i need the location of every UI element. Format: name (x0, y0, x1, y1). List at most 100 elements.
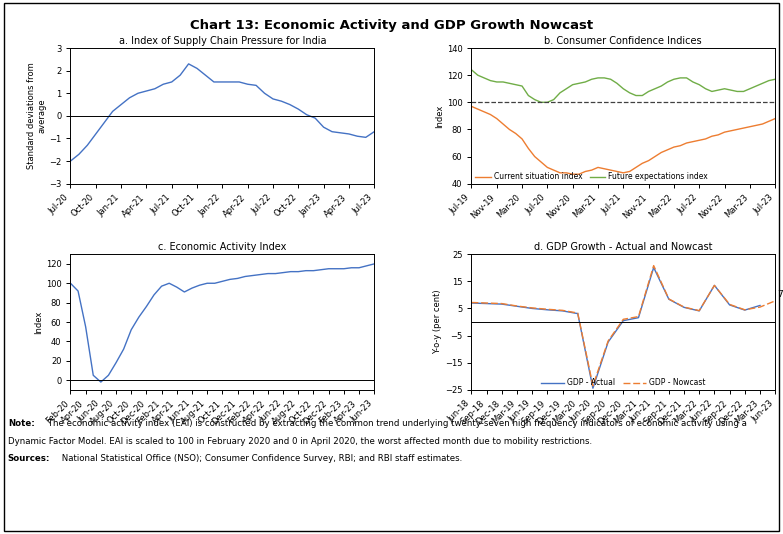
Future expectations index (511, 82, 521, 88)
Future expectations index (505, 80, 514, 87)
Future expectations index (764, 77, 774, 84)
Current situation index (682, 140, 691, 146)
GDP - Nowcast (649, 262, 659, 269)
GDP - Actual (588, 385, 597, 391)
GDP - Nowcast (756, 304, 765, 310)
Current situation index (511, 130, 521, 137)
GDP - Nowcast (512, 303, 521, 309)
Future expectations index (606, 76, 615, 82)
Future expectations index (518, 83, 527, 89)
Text: Note:: Note: (8, 419, 34, 428)
Line: Current situation index: Current situation index (471, 106, 775, 174)
Current situation index (574, 171, 583, 177)
GDP - Actual (633, 315, 643, 321)
Current situation index (644, 158, 653, 164)
Future expectations index (600, 75, 609, 81)
Current situation index (720, 129, 729, 135)
Title: c. Economic Activity Index: c. Economic Activity Index (158, 242, 287, 252)
GDP - Actual (573, 310, 583, 317)
Future expectations index (745, 85, 755, 92)
GDP - Nowcast (604, 338, 613, 344)
Y-axis label: Index: Index (435, 104, 444, 128)
Line: GDP - Nowcast: GDP - Nowcast (471, 265, 775, 386)
Current situation index (568, 171, 577, 177)
Future expectations index (657, 83, 666, 89)
GDP - Actual (557, 308, 567, 314)
GDP - Actual (543, 307, 552, 313)
Current situation index (561, 170, 571, 176)
Future expectations index (574, 80, 583, 87)
GDP - Nowcast (740, 307, 749, 313)
Future expectations index (492, 78, 501, 85)
Current situation index (695, 137, 704, 144)
Future expectations index (695, 82, 704, 88)
Current situation index (745, 123, 755, 130)
GDP - Nowcast (709, 282, 719, 288)
Future expectations index (587, 76, 597, 82)
Legend: Current situation index, Future expectations index: Current situation index, Future expectat… (475, 172, 708, 181)
GDP - Nowcast (695, 308, 704, 314)
Future expectations index (770, 76, 780, 82)
GDP - Actual (512, 303, 521, 310)
GDP - Actual (740, 307, 749, 313)
GDP - Nowcast (619, 316, 628, 323)
GDP - Nowcast (467, 299, 476, 305)
Text: Sources:: Sources: (8, 454, 50, 464)
Future expectations index (713, 87, 723, 93)
Future expectations index (543, 99, 552, 106)
Future expectations index (758, 80, 767, 87)
Current situation index (587, 167, 597, 174)
GDP - Actual (467, 300, 476, 306)
Current situation index (625, 168, 634, 175)
Future expectations index (720, 85, 729, 92)
Future expectations index (644, 88, 653, 95)
Current situation index (657, 150, 666, 156)
Future expectations index (707, 88, 716, 95)
GDP - Actual (709, 282, 719, 288)
Text: National Statistical Office (NSO); Consumer Confidence Survey, RBI; and RBI staf: National Statistical Office (NSO); Consu… (59, 454, 462, 464)
Future expectations index (726, 87, 735, 93)
GDP - Nowcast (573, 310, 583, 316)
Future expectations index (637, 92, 647, 99)
Current situation index (726, 128, 735, 134)
Text: The economic activity index (EAI) is constructed by extracting the common trend : The economic activity index (EAI) is con… (45, 419, 747, 428)
GDP - Actual (725, 302, 734, 308)
Y-axis label: Index: Index (34, 310, 43, 334)
GDP - Actual (680, 304, 689, 311)
Title: b. Consumer Confidence Indices: b. Consumer Confidence Indices (544, 36, 702, 46)
Future expectations index (561, 85, 571, 92)
GDP - Nowcast (633, 313, 643, 320)
GDP - Nowcast (664, 296, 673, 302)
Future expectations index (733, 88, 742, 95)
Future expectations index (688, 78, 698, 85)
Current situation index (524, 145, 533, 152)
Current situation index (739, 125, 749, 131)
GDP - Actual (649, 264, 659, 271)
GDP - Nowcast (588, 382, 597, 389)
Future expectations index (467, 67, 476, 73)
Current situation index (467, 103, 476, 109)
Current situation index (518, 136, 527, 142)
GDP - Nowcast (482, 300, 491, 306)
Future expectations index (619, 85, 628, 92)
Future expectations index (473, 72, 482, 78)
GDP - Actual (604, 339, 613, 345)
Current situation index (631, 164, 640, 170)
Y-axis label: Y-o-y (per cent): Y-o-y (per cent) (433, 290, 442, 355)
GDP - Actual (482, 300, 491, 307)
GDP - Nowcast (543, 306, 552, 312)
Current situation index (707, 133, 716, 139)
Future expectations index (682, 75, 691, 81)
GDP - Actual (756, 302, 765, 309)
Current situation index (688, 138, 698, 145)
Future expectations index (530, 97, 539, 103)
Line: GDP - Actual: GDP - Actual (471, 268, 760, 388)
Current situation index (600, 166, 609, 172)
Future expectations index (498, 78, 507, 85)
Current situation index (733, 126, 742, 132)
Future expectations index (549, 97, 558, 103)
Title: d. GDP Growth - Actual and Nowcast: d. GDP Growth - Actual and Nowcast (534, 242, 713, 252)
Future expectations index (752, 83, 761, 89)
Current situation index (479, 108, 489, 115)
Current situation index (676, 143, 685, 149)
